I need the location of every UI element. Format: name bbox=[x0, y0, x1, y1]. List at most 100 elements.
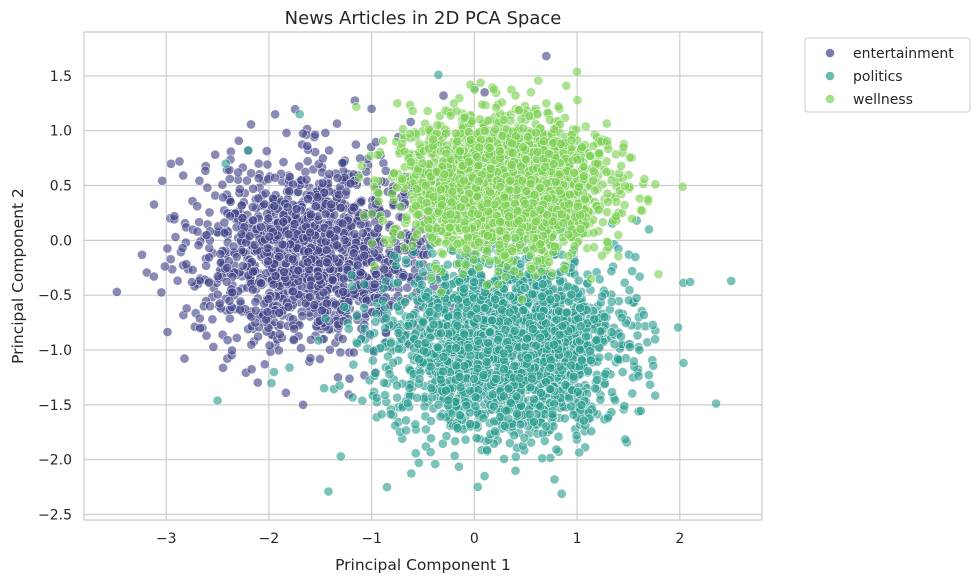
entertainment-point bbox=[218, 362, 228, 373]
politics-point bbox=[339, 301, 350, 312]
entertainment-point bbox=[194, 217, 204, 227]
entertainment-point bbox=[301, 174, 312, 185]
politics-point bbox=[547, 409, 558, 420]
entertainment-point bbox=[224, 313, 235, 324]
entertainment-point bbox=[260, 188, 271, 199]
entertainment-point bbox=[332, 118, 342, 129]
politics-point bbox=[463, 342, 474, 353]
politics-point bbox=[575, 344, 585, 355]
politics-point bbox=[294, 109, 305, 120]
politics-point bbox=[461, 400, 472, 411]
entertainment-point bbox=[165, 254, 176, 265]
entertainment-point bbox=[262, 159, 273, 170]
entertainment-point bbox=[244, 231, 255, 242]
politics-point bbox=[498, 348, 509, 359]
entertainment-point bbox=[162, 243, 173, 254]
politics-point bbox=[449, 450, 460, 461]
politics-point bbox=[359, 279, 370, 290]
politics-point bbox=[472, 481, 483, 492]
politics-point bbox=[566, 401, 576, 412]
politics-point bbox=[284, 362, 295, 373]
entertainment-point bbox=[236, 229, 247, 239]
entertainment-point bbox=[324, 344, 335, 355]
politics-point bbox=[343, 323, 354, 334]
politics-point bbox=[452, 422, 463, 433]
politics-point bbox=[421, 291, 431, 302]
entertainment-point bbox=[315, 354, 325, 364]
politics-point bbox=[371, 392, 382, 403]
entertainment-point bbox=[274, 307, 285, 318]
politics-point bbox=[518, 305, 529, 316]
politics-point bbox=[607, 387, 617, 397]
politics-point bbox=[428, 319, 439, 330]
entertainment-point bbox=[350, 139, 361, 150]
entertainment-point bbox=[289, 323, 300, 334]
entertainment-point bbox=[162, 327, 173, 337]
politics-point bbox=[468, 374, 479, 384]
wellness-point bbox=[517, 294, 527, 305]
politics-point bbox=[392, 277, 403, 288]
politics-point bbox=[410, 448, 421, 459]
politics-point bbox=[603, 413, 613, 423]
politics-point bbox=[220, 158, 231, 169]
politics-point bbox=[425, 447, 436, 457]
entertainment-point bbox=[222, 335, 233, 345]
politics-point bbox=[491, 373, 502, 384]
entertainment-point bbox=[317, 153, 328, 164]
politics-point bbox=[616, 312, 627, 323]
politics-point bbox=[509, 430, 519, 441]
politics-point bbox=[609, 339, 620, 350]
entertainment-point bbox=[195, 323, 205, 333]
entertainment-point bbox=[270, 271, 281, 281]
wellness-point bbox=[653, 269, 664, 280]
politics-point bbox=[536, 387, 546, 398]
entertainment-point bbox=[250, 296, 261, 307]
politics-point bbox=[571, 430, 582, 441]
entertainment-point bbox=[215, 249, 226, 259]
entertainment-point bbox=[349, 228, 360, 239]
entertainment-point bbox=[320, 209, 331, 219]
politics-point bbox=[478, 370, 489, 380]
entertainment-point bbox=[352, 260, 363, 271]
entertainment-point bbox=[262, 307, 273, 317]
politics-point bbox=[624, 285, 635, 295]
politics-point bbox=[585, 346, 595, 357]
entertainment-point bbox=[280, 387, 291, 398]
entertainment-point bbox=[321, 257, 332, 268]
entertainment-point bbox=[261, 146, 272, 156]
politics-point bbox=[443, 395, 454, 406]
entertainment-point bbox=[324, 145, 334, 156]
politics-point bbox=[572, 387, 583, 397]
politics-point bbox=[545, 362, 556, 373]
entertainment-point bbox=[231, 332, 242, 343]
politics-point bbox=[541, 421, 552, 432]
entertainment-point bbox=[262, 243, 273, 253]
politics-point bbox=[346, 270, 357, 280]
politics-point bbox=[483, 337, 493, 348]
politics-point bbox=[465, 419, 476, 429]
politics-point bbox=[367, 355, 378, 366]
entertainment-point bbox=[268, 279, 279, 290]
politics-point bbox=[433, 302, 444, 313]
politics-point bbox=[380, 390, 390, 400]
entertainment-point bbox=[201, 260, 211, 271]
politics-point bbox=[650, 390, 661, 401]
politics-point bbox=[351, 311, 362, 321]
politics-point bbox=[401, 425, 411, 436]
entertainment-point bbox=[181, 303, 192, 314]
politics-point bbox=[460, 434, 471, 445]
entertainment-point bbox=[174, 156, 185, 167]
politics-point bbox=[678, 358, 689, 368]
politics-point bbox=[489, 426, 500, 437]
entertainment-point bbox=[248, 215, 259, 226]
politics-point bbox=[650, 334, 660, 345]
politics-point bbox=[452, 320, 463, 331]
politics-point bbox=[436, 328, 446, 339]
entertainment-point bbox=[205, 301, 215, 312]
wellness-point bbox=[613, 251, 624, 262]
entertainment-point bbox=[219, 227, 230, 238]
entertainment-point bbox=[224, 295, 235, 306]
entertainment-point bbox=[235, 296, 246, 307]
entertainment-point bbox=[310, 129, 320, 140]
entertainment-point bbox=[332, 173, 343, 183]
